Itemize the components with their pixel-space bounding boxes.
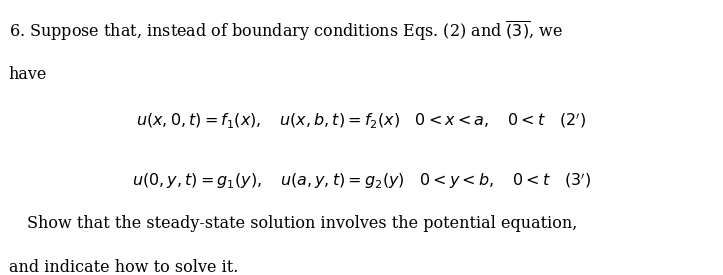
Text: 6. Suppose that, instead of boundary conditions Eqs. (2) and $\overline{(3)}$, w: 6. Suppose that, instead of boundary con… — [9, 19, 562, 43]
Text: have: have — [9, 66, 47, 83]
Text: $u(0, y, t) = g_1(y), \quad u(a, y, t) = g_2(y) \quad 0 < y < b, \quad 0 < t  \q: $u(0, y, t) = g_1(y), \quad u(a, y, t) =… — [132, 170, 591, 191]
Text: Show that the steady-state solution involves the potential equation,: Show that the steady-state solution invo… — [27, 214, 578, 232]
Text: $u(x, 0, t) = f_1(x), \quad u(x, b, t) = f_2(x) \quad 0 < x < a, \quad 0 < t  \q: $u(x, 0, t) = f_1(x), \quad u(x, b, t) =… — [137, 110, 586, 130]
Text: and indicate how to solve it.: and indicate how to solve it. — [9, 258, 238, 275]
